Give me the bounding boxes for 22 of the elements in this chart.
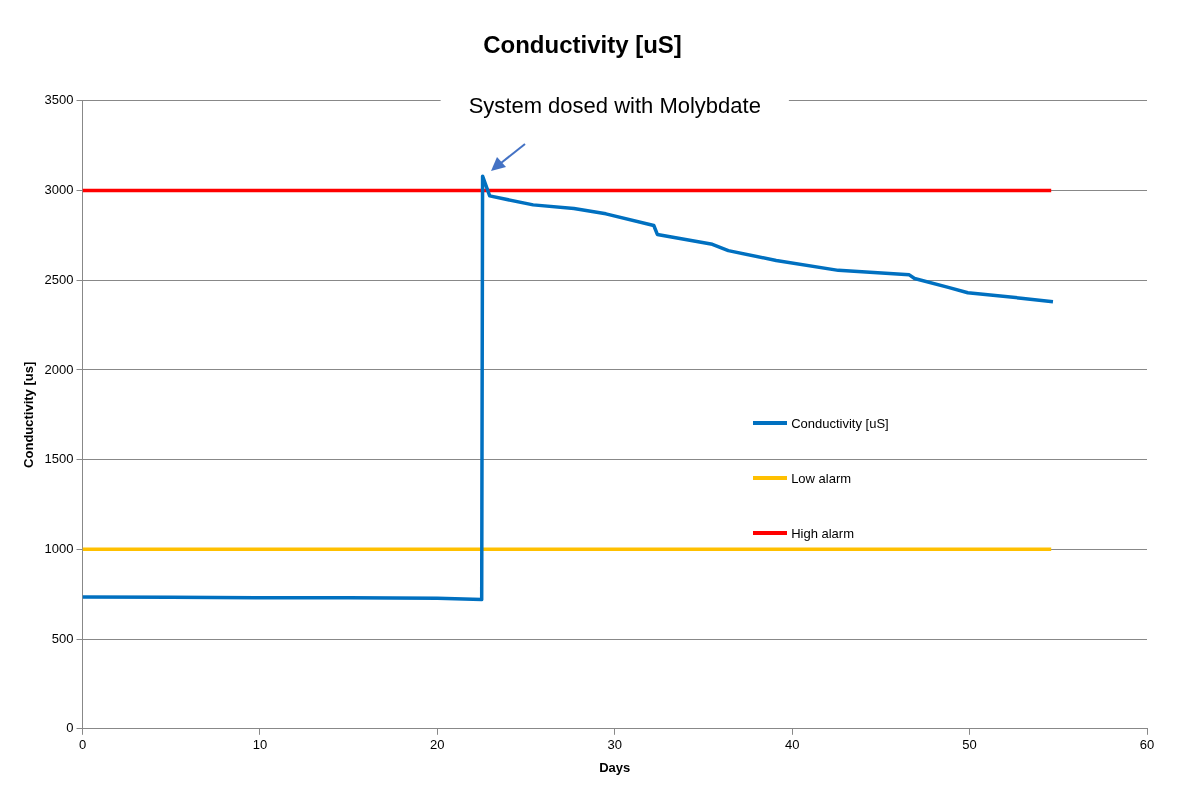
x-tick-label: 50 bbox=[962, 737, 977, 753]
legend-label: High alarm bbox=[791, 525, 854, 541]
y-tick-label: 2000 bbox=[44, 361, 74, 377]
y-tick-label: 1500 bbox=[44, 451, 74, 467]
y-tick-label: 3500 bbox=[44, 92, 74, 108]
x-tick-label: 0 bbox=[78, 737, 87, 753]
y-tick-label: 2500 bbox=[44, 271, 74, 287]
y-tick-label: 1000 bbox=[44, 540, 74, 556]
legend-label: Low alarm bbox=[791, 470, 852, 486]
x-tick-label: 10 bbox=[252, 737, 268, 753]
y-tick-label: 500 bbox=[51, 630, 74, 646]
annotation: System dosed with Molybdate bbox=[468, 92, 761, 118]
y-axis-title: Conductivity [us] bbox=[21, 361, 37, 468]
chart-title: Conductivity [uS] bbox=[483, 31, 682, 59]
x-tick-label: 30 bbox=[607, 737, 622, 753]
y-tick-label: 0 bbox=[66, 720, 74, 736]
legend-label: Conductivity [uS] bbox=[791, 415, 889, 431]
y-tick-label: 3000 bbox=[44, 182, 74, 198]
x-tick-label: 60 bbox=[1139, 737, 1155, 753]
x-tick-label: 40 bbox=[784, 737, 800, 753]
x-tick-label: 20 bbox=[430, 737, 445, 753]
x-axis-title: Days bbox=[599, 759, 631, 775]
